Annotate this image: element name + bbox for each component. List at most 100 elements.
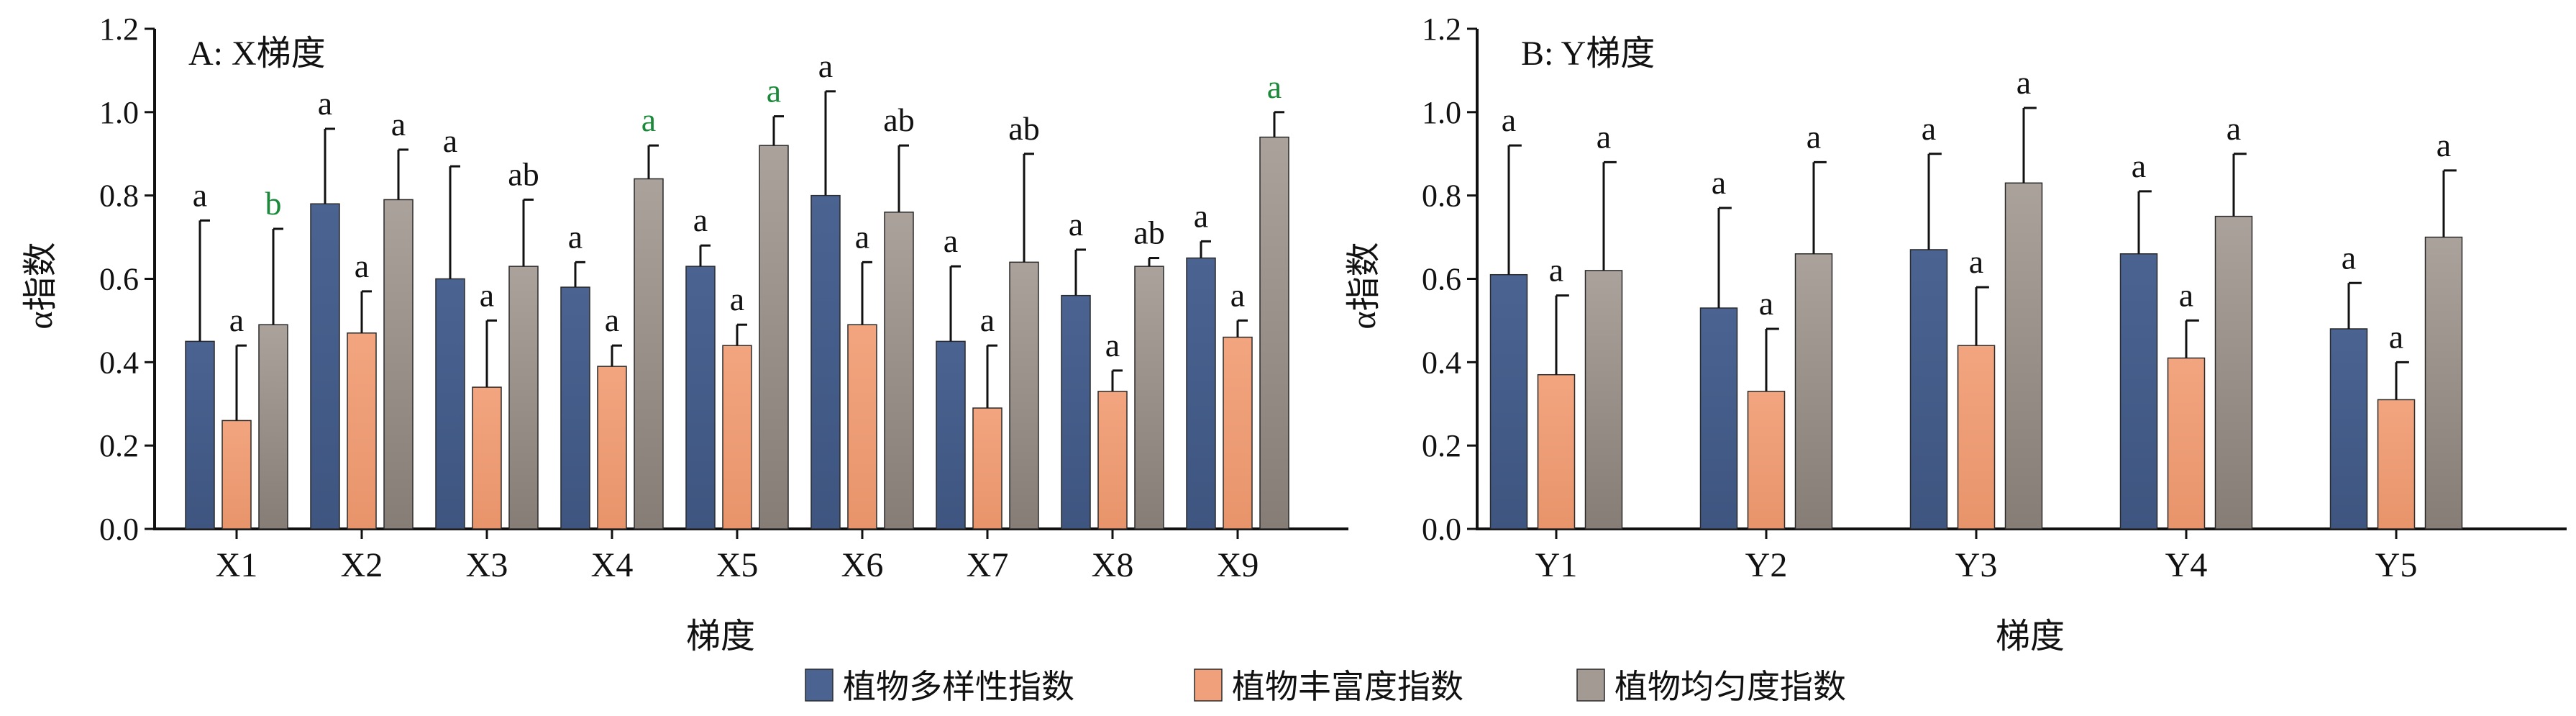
bar-richness bbox=[347, 332, 377, 530]
significance-letter: a bbox=[818, 47, 833, 84]
bar-diversity bbox=[185, 340, 215, 530]
bar-richness bbox=[1747, 391, 1786, 530]
panel-a-y-axis-title: α指数 bbox=[22, 242, 60, 329]
panel-b-chart: B: Y梯度 梯度 α指数 0.0 0.2 0.4 0.6 0.8 1.0 1.2 Y1 a a a… bbox=[1345, 12, 2567, 656]
x-tick-label: X2 bbox=[341, 546, 383, 584]
x-tick-label: X1 bbox=[216, 546, 258, 584]
bar-evenness bbox=[1009, 261, 1039, 530]
bar-evenness bbox=[2004, 182, 2043, 530]
significance-letter: ab bbox=[508, 155, 539, 192]
y-tick-label: 1.0 bbox=[1422, 95, 1461, 130]
significance-letter: a bbox=[693, 201, 708, 238]
bar-richness bbox=[2167, 357, 2206, 530]
bar-evenness bbox=[884, 212, 914, 530]
significance-letter: a bbox=[1759, 285, 1773, 322]
panel-a-chart: A: X梯度 梯度 α指数 0.00.20.40.60.81.01.2X1aab… bbox=[22, 12, 1348, 656]
bar-richness bbox=[1537, 373, 1576, 530]
significance-letter: a bbox=[2132, 148, 2146, 184]
x-tick-label: X6 bbox=[841, 546, 884, 584]
significance-letter: a bbox=[1502, 101, 1516, 138]
significance-letter: a bbox=[1105, 327, 1120, 363]
significance-letter: a bbox=[1922, 110, 1936, 147]
significance-letter: a bbox=[2179, 276, 2193, 313]
x-tick-label: X3 bbox=[466, 546, 508, 584]
x-tick-label: X9 bbox=[1217, 546, 1259, 584]
significance-letter: a bbox=[1230, 276, 1245, 313]
legend-label: 植物多样性指数 bbox=[843, 667, 1074, 706]
bar-diversity bbox=[1699, 307, 1738, 530]
significance-letter: a bbox=[1194, 197, 1208, 234]
significance-letter: a bbox=[1969, 243, 1983, 280]
bar-evenness bbox=[508, 266, 539, 530]
x-tick-label: Y1 bbox=[1535, 546, 1578, 584]
y-tick-label: 0.0 bbox=[1422, 512, 1461, 547]
bar-evenness bbox=[634, 178, 664, 530]
legend-swatch bbox=[1576, 669, 1605, 702]
y-tick-label: 1.2 bbox=[99, 12, 139, 47]
bar-diversity bbox=[936, 340, 966, 530]
legend-swatch bbox=[1194, 669, 1223, 702]
bar-evenness bbox=[1134, 266, 1164, 530]
significance-letter: a bbox=[480, 276, 494, 313]
significance-letter: a bbox=[355, 248, 369, 284]
significance-letter: b bbox=[265, 185, 282, 222]
significance-letter: a bbox=[1807, 118, 1821, 155]
significance-letter: a bbox=[229, 302, 244, 338]
significance-letter: a bbox=[1267, 68, 1282, 105]
bar-richness bbox=[972, 407, 1002, 530]
legend-label: 植物均匀度指数 bbox=[1614, 667, 1846, 706]
y-tick-label: 0.4 bbox=[1422, 345, 1461, 380]
y-tick-label: 0.2 bbox=[99, 428, 139, 463]
x-tick-label: X4 bbox=[591, 546, 634, 584]
bar-evenness bbox=[2424, 236, 2463, 530]
significance-letter: a bbox=[2436, 127, 2451, 163]
bar-evenness bbox=[1794, 253, 1833, 530]
x-tick-label: Y2 bbox=[1745, 546, 1788, 584]
panel-a-x-axis-title: 梯度 bbox=[686, 617, 755, 656]
significance-letter: a bbox=[730, 281, 744, 317]
x-tick-label: Y4 bbox=[2165, 546, 2208, 584]
y-tick-label: 1.2 bbox=[1422, 12, 1461, 47]
bar-evenness bbox=[1259, 136, 1289, 530]
significance-letter: a bbox=[193, 176, 207, 213]
y-tick-label: 0.6 bbox=[99, 262, 139, 297]
y-tick-label: 0.4 bbox=[99, 345, 139, 380]
bar-richness bbox=[1223, 336, 1253, 530]
significance-letter: a bbox=[443, 122, 457, 159]
bar-richness bbox=[1957, 345, 1996, 530]
bar-diversity bbox=[1061, 294, 1091, 530]
significance-letter: a bbox=[767, 73, 781, 109]
bar-diversity bbox=[1489, 273, 1528, 530]
x-tick-label: X8 bbox=[1092, 546, 1134, 584]
bar-richness bbox=[597, 366, 627, 530]
bar-diversity bbox=[1186, 257, 1216, 530]
panel-a-title: A: X梯度 bbox=[188, 35, 326, 73]
significance-letter: a bbox=[1712, 164, 1726, 201]
panel-b-x-axis-title: 梯度 bbox=[1996, 617, 2065, 656]
bar-diversity bbox=[1909, 249, 1948, 530]
bar-evenness bbox=[383, 199, 414, 530]
significance-letter: a bbox=[641, 101, 656, 138]
bar-diversity bbox=[2119, 253, 2158, 530]
legend-swatch bbox=[805, 669, 833, 702]
bar-evenness bbox=[258, 324, 288, 530]
significance-letter: a bbox=[605, 302, 619, 338]
bar-richness bbox=[1097, 391, 1128, 530]
bar-richness bbox=[847, 324, 877, 530]
significance-letter: a bbox=[2389, 318, 2403, 355]
significance-letter: a bbox=[1549, 252, 1563, 289]
significance-letter: a bbox=[944, 222, 958, 259]
panel-b-title: B: Y梯度 bbox=[1521, 35, 1655, 73]
significance-letter: ab bbox=[883, 101, 914, 138]
y-tick-label: 0.2 bbox=[1422, 428, 1461, 463]
bar-richness bbox=[221, 420, 252, 530]
bar-richness bbox=[2377, 399, 2416, 530]
x-tick-label: X5 bbox=[716, 546, 759, 584]
bar-evenness bbox=[1584, 270, 1623, 530]
bar-diversity bbox=[2329, 328, 2368, 530]
bar-diversity bbox=[685, 266, 716, 530]
bar-diversity bbox=[310, 203, 340, 530]
panel-b-y-axis-title: α指数 bbox=[1345, 242, 1383, 329]
significance-letter: a bbox=[391, 106, 406, 142]
